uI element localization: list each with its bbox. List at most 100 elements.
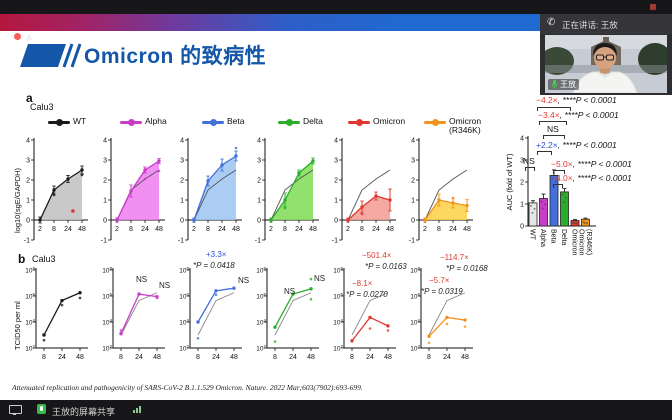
svg-text:0: 0: [26, 218, 30, 225]
chart-annotation: *P = 0.0270: [346, 290, 388, 299]
svg-text:-1: -1: [101, 238, 107, 245]
legend-item-delta: Delta: [278, 117, 323, 126]
svg-text:2: 2: [269, 226, 273, 233]
svg-text:8: 8: [42, 354, 46, 361]
panel-b-chart-b-omicron: 108 106 104 102 8 24 48: [326, 262, 400, 373]
svg-text:2: 2: [423, 226, 427, 233]
panel-b-chart-b-delta: 108 106 104 102 8 24 48: [249, 262, 323, 373]
svg-text:2: 2: [38, 226, 42, 233]
svg-text:Omicron: Omicron: [578, 229, 585, 256]
stat-p-value: , ****P < 0.0001: [572, 173, 632, 183]
svg-text:-1: -1: [24, 238, 30, 245]
svg-text:1: 1: [257, 198, 261, 205]
svg-text:1: 1: [520, 202, 524, 209]
chart-annotation: *P = 0.0163: [365, 262, 407, 271]
svg-text:2: 2: [26, 178, 30, 185]
legend-item-beta: Beta: [202, 117, 245, 126]
recording-bar-item[interactable]: [78, 34, 92, 40]
chart-annotation: NS: [284, 287, 296, 296]
stat-bracket: [525, 167, 535, 171]
svg-text:2: 2: [346, 226, 350, 233]
stat-fold-change: −4.2×: [536, 95, 558, 105]
svg-text:108: 108: [256, 266, 266, 275]
recording-dot-icon: [14, 33, 21, 40]
phone-icon: ✆: [547, 17, 556, 28]
svg-text:1: 1: [180, 198, 184, 205]
svg-text:106: 106: [102, 292, 112, 301]
signal-icon: [133, 406, 141, 413]
participant-video-panel[interactable]: ✆ 正在讲话: 王放: [540, 14, 672, 95]
chart-annotation: NS: [314, 274, 326, 283]
svg-text:104: 104: [179, 318, 189, 327]
legend-item-omicron: Omicron: [348, 117, 405, 126]
auc-bar-chart: AUC (fold of WT) 0 1 2 3 4 WT Alpha Beta Delta Omi…: [505, 130, 600, 307]
svg-text:24: 24: [135, 354, 143, 361]
legend-marker-icon: [48, 119, 70, 126]
person-shirt: [572, 71, 638, 93]
panel-b-cell-line: Calu3: [32, 254, 56, 264]
stat-annotation: +2.2×, ****P < 0.0001: [536, 141, 617, 150]
svg-text:3: 3: [257, 158, 261, 165]
svg-text:2: 2: [115, 226, 119, 233]
chart-annotation: −5.7×: [429, 276, 450, 285]
svg-text:24: 24: [212, 354, 220, 361]
stat-fold-change: NS: [523, 156, 535, 166]
panel-a-chart-a-alpha: -1 0 1 2 3 4 2 8 24 48: [95, 134, 169, 251]
meeting-toolbar-icon[interactable]: [511, 32, 519, 40]
svg-text:4: 4: [520, 136, 524, 143]
svg-text:3: 3: [26, 158, 30, 165]
person-face: [594, 47, 616, 69]
person-hair: [593, 43, 617, 56]
svg-text:24: 24: [449, 226, 457, 233]
svg-text:106: 106: [410, 292, 420, 301]
svg-text:108: 108: [333, 266, 343, 275]
svg-text:3: 3: [103, 158, 107, 165]
svg-text:48: 48: [463, 226, 471, 233]
svg-text:108: 108: [410, 266, 420, 275]
svg-text:0: 0: [520, 224, 524, 231]
svg-text:48: 48: [155, 226, 163, 233]
svg-text:-1: -1: [178, 238, 184, 245]
svg-text:48: 48: [153, 354, 161, 361]
legend-item-wt: WT: [48, 117, 86, 126]
svg-text:104: 104: [333, 318, 343, 327]
stat-bracket: [543, 135, 565, 139]
citation: Attenuated replication and pathogenicity…: [12, 383, 363, 392]
svg-text:2: 2: [103, 178, 107, 185]
meeting-toolbar-icon[interactable]: [498, 32, 506, 40]
svg-text:24: 24: [295, 226, 303, 233]
meeting-toolbar-icon[interactable]: [485, 32, 493, 40]
svg-text:8: 8: [350, 354, 354, 361]
monitor-icon[interactable]: [9, 405, 22, 415]
panel-a-chart-a-wt: -1 0 1 2 3 4 2 8 24 48: [18, 134, 92, 251]
svg-text:2: 2: [180, 178, 184, 185]
panel-b-chart-b-alpha: 108 106 104 102 8 24 48: [95, 262, 169, 373]
legend-label: Alpha: [145, 116, 167, 126]
legend-item-alpha: Alpha: [120, 117, 167, 126]
recording-bar-item[interactable]: [122, 34, 140, 40]
meeting-control-bar: 录制中: [0, 14, 545, 41]
svg-text:Beta: Beta: [550, 229, 557, 244]
svg-text:8: 8: [196, 354, 200, 361]
svg-text:1: 1: [103, 198, 107, 205]
svg-text:0: 0: [103, 218, 107, 225]
svg-text:48: 48: [232, 226, 240, 233]
participant-video-scene: [545, 35, 667, 93]
meeting-toolbar-icon[interactable]: [524, 32, 532, 40]
svg-text:Delta: Delta: [560, 229, 567, 245]
svg-text:8: 8: [119, 354, 123, 361]
share-mic-icon[interactable]: [37, 404, 46, 414]
svg-text:Omicron: Omicron: [571, 229, 578, 256]
stat-fold-change: −3.4×: [538, 110, 560, 120]
recording-bar-item[interactable]: [100, 34, 114, 40]
video-thumbnail[interactable]: [545, 35, 667, 93]
svg-text:2: 2: [334, 178, 338, 185]
svg-text:102: 102: [333, 344, 343, 353]
stat-bracket: [553, 170, 565, 174]
svg-text:24: 24: [141, 226, 149, 233]
svg-text:104: 104: [102, 318, 112, 327]
legend-item-omicron-r346k-: Omicron (R346K): [424, 117, 497, 135]
svg-text:102: 102: [410, 344, 420, 353]
screen-share-label: 王放的屏幕共享: [52, 407, 116, 417]
